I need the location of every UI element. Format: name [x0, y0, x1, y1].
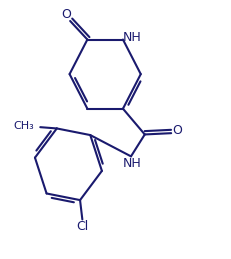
- Text: NH: NH: [123, 31, 142, 44]
- Text: O: O: [61, 8, 71, 21]
- Text: NH: NH: [123, 157, 142, 170]
- Text: CH₃: CH₃: [13, 121, 34, 131]
- Text: O: O: [173, 124, 182, 137]
- Text: Cl: Cl: [76, 220, 88, 233]
